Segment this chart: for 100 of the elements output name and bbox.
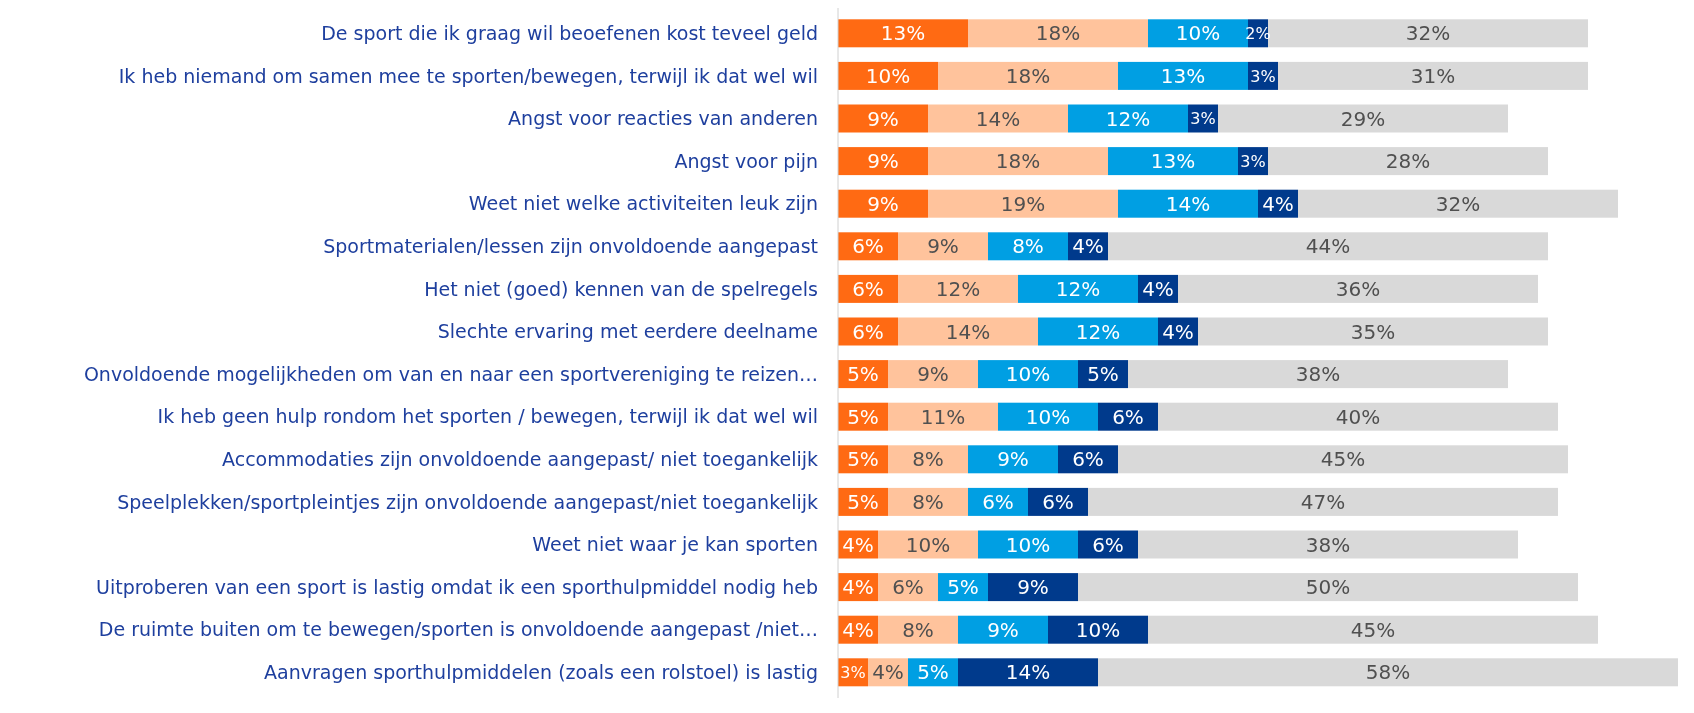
bar [1178,274,1538,303]
bar [1098,658,1678,687]
data-label: 6% [1092,532,1124,557]
data-label: 5% [847,362,879,387]
data-label: 32% [1435,191,1481,216]
y-tick-label: Angst voor pijn [674,149,818,172]
data-label: 4% [842,575,874,600]
data-label: 31% [1410,63,1456,88]
data-label: 4% [842,532,874,557]
data-label: 3% [840,662,866,682]
data-label: 5% [947,575,979,600]
bar [988,573,1078,602]
bar [978,360,1078,389]
bar [1298,189,1618,218]
data-label: 5% [847,404,879,429]
bar [838,19,968,48]
bar [838,189,928,218]
bar [888,402,998,431]
data-label: 18% [995,149,1041,174]
data-label: 9% [927,234,959,259]
bar [1158,402,1558,431]
y-tick-label: Accommodaties zijn onvoldoende aangepast/ niet toegankelijk [222,447,818,470]
data-label: 36% [1335,276,1381,301]
data-label: 13% [1150,149,1196,174]
data-label: 45% [1350,617,1396,642]
y-tick-label: Het niet (goed) kennen van de spelregels [424,277,818,300]
data-label: 45% [1320,447,1366,472]
bar [898,274,1018,303]
data-label: 10% [1005,362,1051,387]
data-label: 6% [892,575,924,600]
data-label: 3% [1250,66,1276,86]
data-label: 10% [1075,617,1121,642]
bar [928,147,1108,176]
bar [1198,317,1548,346]
data-label: 6% [982,489,1014,514]
bar [1048,615,1148,644]
data-label: 5% [847,489,879,514]
data-label: 14% [1165,191,1211,216]
data-label: 12% [1075,319,1121,344]
bar [1218,104,1508,133]
data-label: 12% [1105,106,1151,131]
data-label: 28% [1385,149,1431,174]
data-label: 4% [1262,191,1294,216]
y-tick-label: Uitproberen van een sport is lastig omdat ik een sporthulpmiddel nodig heb [96,575,818,598]
data-label: 12% [1055,276,1101,301]
data-label: 8% [912,447,944,472]
bar [958,658,1098,687]
bar [838,147,928,176]
bar [1148,615,1598,644]
bar [898,317,1038,346]
bar [1268,19,1588,48]
bar [928,189,1118,218]
bar [1268,147,1548,176]
data-label: 18% [1005,63,1051,88]
data-label: 9% [917,362,949,387]
y-tick-label: Weet niet welke activiteiten leuk zijn [468,192,818,215]
data-label: 4% [1162,319,1194,344]
bar [998,402,1098,431]
bar [1108,147,1238,176]
y-tick-label: Angst voor reacties van anderen [508,107,818,130]
data-label: 6% [852,319,884,344]
data-label: 4% [872,660,904,685]
data-label: 5% [847,447,879,472]
bar [968,19,1148,48]
data-label: 11% [920,404,966,429]
data-label: 19% [1000,191,1046,216]
data-label: 32% [1405,21,1451,46]
bar [1138,530,1518,559]
bar [878,530,978,559]
data-label: 38% [1305,532,1351,557]
data-label: 5% [917,660,949,685]
data-label: 38% [1295,362,1341,387]
bar [1018,274,1138,303]
data-label: 18% [1035,21,1081,46]
data-label: 4% [842,617,874,642]
bar [938,61,1118,90]
data-label: 14% [975,106,1021,131]
data-label: 9% [997,447,1029,472]
data-label: 10% [865,63,911,88]
data-label: 40% [1335,404,1381,429]
data-label: 47% [1300,489,1346,514]
bar [1118,189,1258,218]
data-label: 4% [1142,276,1174,301]
data-label: 13% [1160,63,1206,88]
bar [1038,317,1158,346]
data-label: 50% [1305,575,1351,600]
data-label: 10% [1175,21,1221,46]
data-label: 12% [935,276,981,301]
data-label: 9% [867,106,899,131]
y-tick-label: De ruimte buiten om te bewegen/sporten is onvoldoende aangepast /niet… [98,618,818,641]
bar [1118,61,1248,90]
bar [1068,104,1188,133]
data-label: 6% [1112,404,1144,429]
bar [1128,360,1508,389]
bar [838,104,928,133]
data-label: 8% [912,489,944,514]
data-label: 35% [1350,319,1396,344]
data-label: 58% [1365,660,1411,685]
bar [1278,61,1588,90]
bar [1118,445,1568,474]
